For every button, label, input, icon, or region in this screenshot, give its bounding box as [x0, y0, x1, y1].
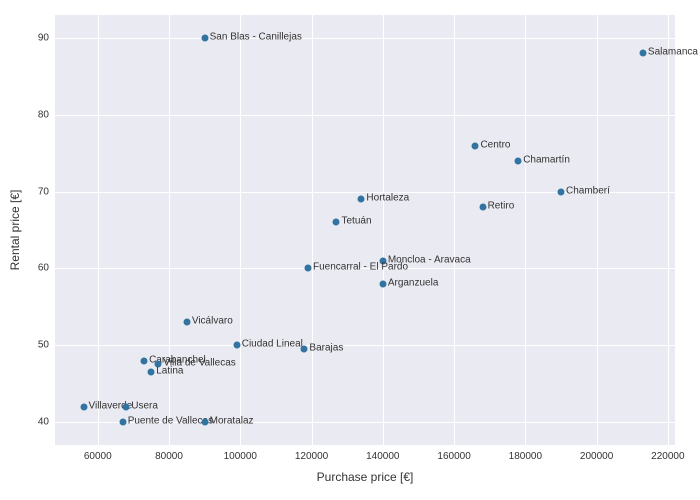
x-tick-label: 140000: [366, 451, 399, 462]
scatter-marker: [148, 369, 155, 376]
scatter-marker: [201, 35, 208, 42]
x-axis-label: Purchase price [€]: [317, 470, 414, 484]
gridline-v: [525, 15, 526, 445]
gridline-v: [454, 15, 455, 445]
y-axis-label: Rental price [€]: [8, 190, 22, 271]
point-label: Chamartín: [523, 154, 570, 165]
point-label: Salamanca: [648, 47, 698, 58]
gridline-v: [312, 15, 313, 445]
point-label: Tetuán: [341, 216, 371, 227]
scatter-marker: [515, 157, 522, 164]
point-label: Retiro: [488, 200, 515, 211]
scatter-marker: [119, 418, 126, 425]
point-label: Ciudad Lineal: [242, 339, 303, 350]
y-tick-label: 50: [38, 340, 49, 351]
x-tick-label: 80000: [155, 451, 183, 462]
scatter-marker: [479, 203, 486, 210]
scatter-marker: [183, 319, 190, 326]
gridline-v: [240, 15, 241, 445]
point-label: Centro: [480, 139, 510, 150]
chart-container: San Blas - Canillejas Salamanca Centro Cham…: [0, 0, 700, 500]
y-tick-label: 40: [38, 416, 49, 427]
scatter-marker: [201, 418, 208, 425]
point-label: Vicálvaro: [192, 316, 233, 327]
gridline-v: [668, 15, 669, 445]
x-tick-label: 160000: [437, 451, 470, 462]
point-label: Chamberí: [566, 185, 610, 196]
gridline-h: [55, 345, 675, 346]
gridline-v: [169, 15, 170, 445]
scatter-marker: [80, 403, 87, 410]
y-tick-label: 90: [38, 33, 49, 44]
scatter-marker: [557, 188, 564, 195]
scatter-marker: [639, 50, 646, 57]
scatter-marker: [301, 346, 308, 353]
x-tick-label: 220000: [651, 451, 684, 462]
scatter-marker: [472, 142, 479, 149]
scatter-marker: [233, 342, 240, 349]
gridline-v: [383, 15, 384, 445]
point-label: Hortaleza: [366, 193, 409, 204]
plot-area: San Blas - CanillejasSalamancaCentroCham…: [55, 15, 675, 445]
y-tick-label: 70: [38, 186, 49, 197]
y-tick-label: 80: [38, 109, 49, 120]
point-label: Barajas: [309, 343, 343, 354]
scatter-marker: [358, 196, 365, 203]
x-tick-label: 200000: [580, 451, 613, 462]
gridline-v: [597, 15, 598, 445]
x-tick-label: 60000: [84, 451, 112, 462]
point-label: Latina: [156, 366, 183, 377]
gridline-h: [55, 115, 675, 116]
y-tick-label: 60: [38, 263, 49, 274]
gridline-v: [98, 15, 99, 445]
point-label: San Blas - Canillejas: [210, 32, 302, 43]
scatter-marker: [304, 265, 311, 272]
x-tick-label: 100000: [224, 451, 257, 462]
point-label: Moratalaz: [210, 415, 254, 426]
x-tick-label: 120000: [295, 451, 328, 462]
x-tick-label: 180000: [509, 451, 542, 462]
scatter-marker: [123, 403, 130, 410]
point-label: Arganzuela: [388, 277, 439, 288]
scatter-marker: [333, 219, 340, 226]
point-label: Usera: [131, 400, 158, 411]
scatter-marker: [141, 357, 148, 364]
gridline-h: [55, 38, 675, 39]
scatter-marker: [379, 280, 386, 287]
point-label: Fuencarral - El Pardo: [313, 262, 408, 273]
